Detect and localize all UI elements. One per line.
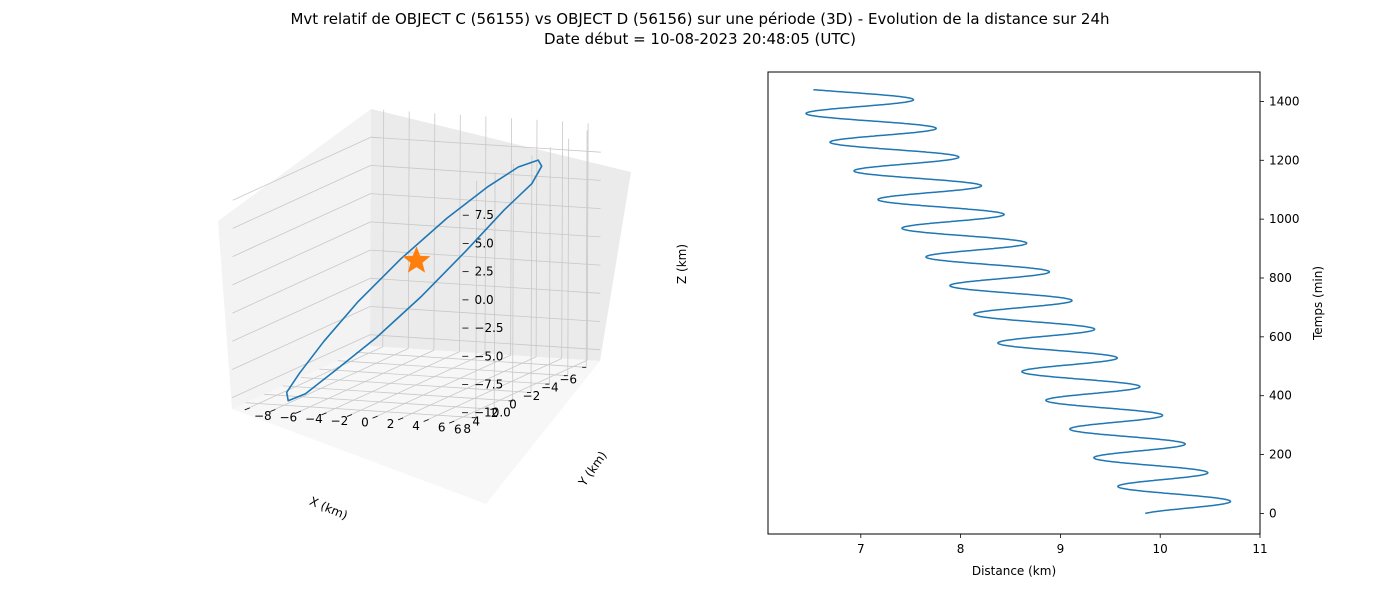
grid-line bbox=[423, 358, 562, 422]
z-tick-label: −5.0 bbox=[474, 349, 503, 363]
distance-curve bbox=[805, 88, 1232, 515]
y-tick-label: 1200 bbox=[1269, 153, 1300, 167]
y-tick-label: 800 bbox=[1269, 271, 1292, 285]
pane-floor bbox=[232, 346, 600, 504]
chart-distance-time: 7 8 9 10 11 0 200 400 600 800 1000 1200 1400 Distanc… bbox=[767, 71, 1325, 578]
z-tick-label: 2.5 bbox=[475, 265, 494, 279]
chart-subtitle: Date début = 10-08-2023 20:48:05 (UTC) bbox=[544, 30, 856, 48]
x-tick-label: 8 bbox=[957, 542, 965, 556]
grid-line bbox=[493, 172, 496, 410]
y-tick-label: −4 bbox=[305, 412, 323, 426]
grid-line bbox=[585, 130, 588, 368]
ticks-2d: 7 8 9 10 11 0 200 400 600 800 1000 1200 1400 bbox=[857, 94, 1300, 556]
grid-line bbox=[397, 356, 537, 421]
pane-back bbox=[370, 109, 631, 361]
grid-line bbox=[370, 136, 601, 153]
x-tick-label: 11 bbox=[1252, 542, 1267, 556]
z-tick-label: 0.0 bbox=[475, 293, 494, 307]
grid-line bbox=[370, 165, 601, 181]
tick-mark bbox=[423, 419, 429, 422]
grid-line bbox=[530, 155, 533, 393]
grid-line bbox=[295, 349, 435, 414]
z-tick-label: −10.0 bbox=[474, 406, 511, 420]
grid-line bbox=[232, 165, 371, 229]
x-tick-label: −4 bbox=[541, 381, 559, 395]
x-tick-label: 10 bbox=[1153, 542, 1168, 556]
x-tick-label: 2 bbox=[491, 406, 499, 420]
grid-line bbox=[321, 351, 460, 416]
y-tick-label: 0 bbox=[1269, 506, 1277, 520]
y-tick-label: 0 bbox=[361, 416, 369, 430]
tick-mark bbox=[295, 410, 302, 414]
grid-line bbox=[549, 147, 551, 385]
z-tick-label: −2.5 bbox=[474, 321, 503, 335]
x-axis-label-3d: X (km) bbox=[307, 494, 349, 523]
grid-line bbox=[270, 348, 409, 412]
tick-mark bbox=[321, 412, 327, 416]
y-tick-label: −2 bbox=[331, 414, 349, 428]
x-tick-label: 0 bbox=[509, 398, 517, 412]
grid-line bbox=[370, 277, 601, 294]
pane-left bbox=[218, 109, 371, 409]
grid-line bbox=[372, 354, 511, 419]
plot-frame bbox=[767, 71, 1261, 535]
grid-line bbox=[232, 193, 371, 257]
grid-line bbox=[449, 359, 588, 424]
y-tick-label: 4 bbox=[412, 419, 420, 433]
grid-line bbox=[232, 277, 371, 342]
y-tick-label: 2 bbox=[387, 417, 395, 431]
y-axis-label: Temps (min) bbox=[1311, 266, 1325, 341]
grid-line bbox=[475, 180, 478, 418]
grid-line bbox=[346, 353, 486, 417]
grid-line bbox=[232, 249, 371, 314]
x-tick-label: 7 bbox=[857, 542, 865, 556]
x-tick-label: 6 bbox=[454, 423, 462, 437]
grid-line bbox=[232, 136, 371, 201]
grid-line bbox=[231, 334, 371, 399]
tick-mark bbox=[449, 420, 455, 424]
y-tick-label: 600 bbox=[1269, 330, 1292, 344]
z-tick-label: 5.0 bbox=[475, 236, 494, 250]
star-marker bbox=[402, 246, 431, 273]
tick-mark bbox=[346, 414, 353, 417]
y-tick-label: 200 bbox=[1269, 448, 1292, 462]
tick-mark bbox=[270, 409, 276, 412]
tick-mark bbox=[372, 415, 378, 419]
grid-line bbox=[512, 163, 514, 401]
trajectory-line bbox=[285, 159, 543, 402]
chart-title: Mvt relatif de OBJECT C (56155) vs OBJEC… bbox=[290, 10, 1110, 28]
x-tick-label: −6 bbox=[559, 372, 577, 386]
y-tick-label: 6 bbox=[438, 421, 446, 435]
grid-line bbox=[232, 306, 371, 370]
grid-line bbox=[369, 334, 601, 351]
y-tick-label: 1400 bbox=[1269, 94, 1300, 108]
y-tick-label: 1000 bbox=[1269, 212, 1300, 226]
y-tick-label: 8 bbox=[463, 422, 471, 436]
grid-line bbox=[370, 193, 601, 209]
tick-mark bbox=[244, 407, 250, 411]
z-tick-label: 7.5 bbox=[475, 208, 494, 222]
x-axis-label: Distance (km) bbox=[972, 564, 1056, 578]
z-tick-label: −7.5 bbox=[474, 378, 503, 392]
y-axis-label-3d: Y (km) bbox=[575, 449, 610, 490]
trajectory-3d bbox=[285, 159, 543, 402]
z-axis-label-3d: Z (km) bbox=[675, 244, 689, 284]
tick-mark bbox=[397, 417, 404, 421]
y-tick-label: −8 bbox=[254, 409, 272, 423]
x-tick-label: 9 bbox=[1057, 542, 1065, 556]
y-tick-label: −6 bbox=[279, 411, 297, 425]
grid-line bbox=[244, 346, 383, 411]
x-tick-label: 4 bbox=[472, 414, 480, 428]
grid-line bbox=[232, 221, 371, 286]
y-tick-label: 400 bbox=[1269, 389, 1292, 403]
x-tick-label: −2 bbox=[523, 389, 541, 403]
